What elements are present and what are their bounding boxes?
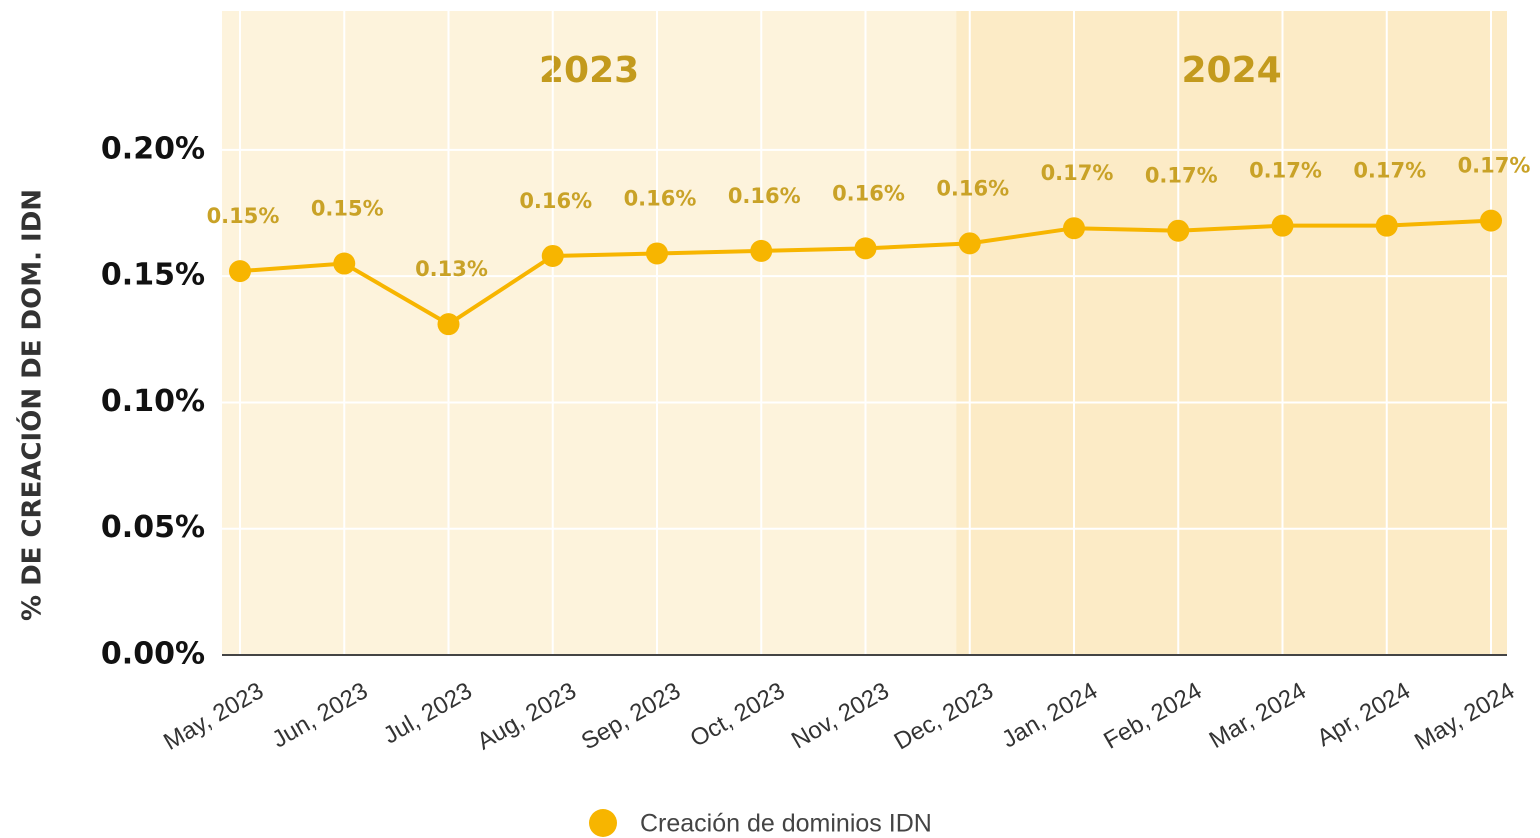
- legend-swatch: [589, 809, 617, 837]
- data-point: [1271, 214, 1294, 237]
- x-tick-label: Jun, 2023: [268, 677, 373, 753]
- data-point: [646, 242, 668, 265]
- grid: [222, 11, 1507, 655]
- data-label: 0.16%: [936, 176, 1009, 200]
- data-point: [1167, 219, 1190, 242]
- x-tick-label: Feb, 2024: [1099, 677, 1206, 754]
- data-label: 0.16%: [832, 181, 905, 205]
- band-label: 2024: [1181, 50, 1281, 91]
- data-label: 0.17%: [1458, 154, 1531, 178]
- y-axis-title: % DE CREACIÓN DE DOM. IDN: [16, 189, 48, 621]
- data-label: 0.13%: [415, 257, 488, 281]
- data-label: 0.17%: [1145, 164, 1218, 188]
- data-label: 0.15%: [311, 197, 384, 221]
- data-point: [437, 313, 460, 336]
- y-tick-label: 0.10%: [101, 384, 205, 419]
- marks: 0.15% 0.15% 0.13% 0.16% 0.16% 0.16% 0.16% 0.16%…: [207, 154, 1531, 336]
- year-band: [956, 11, 1507, 655]
- data-point: [541, 244, 564, 267]
- data-label: 0.16%: [519, 189, 592, 213]
- data-point: [1063, 217, 1085, 240]
- data-point: [854, 237, 877, 260]
- x-tick-label: Mar, 2024: [1205, 677, 1311, 754]
- data-label: 0.17%: [1041, 161, 1114, 185]
- x-tick-label: Aug, 2023: [473, 677, 581, 755]
- x-tick-label: Dec, 2023: [890, 677, 998, 755]
- y-tick-label: 0.15%: [101, 258, 205, 293]
- data-label: 0.15%: [207, 204, 280, 228]
- x-tick-label: Oct, 2023: [686, 677, 790, 752]
- y-tick-label: 0.00%: [101, 637, 205, 672]
- data-label: 0.17%: [1353, 159, 1426, 183]
- y-tick-label: 0.20%: [101, 131, 205, 166]
- year-band: [222, 11, 957, 655]
- x-tick-label: Apr, 2024: [1312, 677, 1414, 752]
- x-tick-label: May, 2024: [1410, 677, 1519, 756]
- data-label: 0.16%: [624, 186, 697, 210]
- data-point: [958, 232, 981, 255]
- data-label: 0.16%: [728, 184, 801, 208]
- y-tick-label: 0.05%: [101, 510, 205, 545]
- data-label: 0.17%: [1249, 159, 1322, 183]
- legend: Creación de dominios IDN: [589, 809, 932, 838]
- data-point: [229, 260, 251, 283]
- x-tick-label: Jan, 2024: [997, 677, 1102, 753]
- band-label: 2023: [539, 50, 639, 91]
- data-point: [1375, 214, 1398, 237]
- data-point: [1480, 209, 1502, 232]
- x-tick-label: Nov, 2023: [787, 677, 894, 754]
- x-tick-label: May, 2023: [159, 677, 268, 756]
- x-tick-label: Sep, 2023: [577, 677, 685, 755]
- x-tick-label: Jul, 2023: [379, 677, 477, 749]
- data-point: [333, 252, 356, 275]
- legend-label: Creación de dominios IDN: [640, 810, 932, 838]
- data-point: [750, 239, 773, 262]
